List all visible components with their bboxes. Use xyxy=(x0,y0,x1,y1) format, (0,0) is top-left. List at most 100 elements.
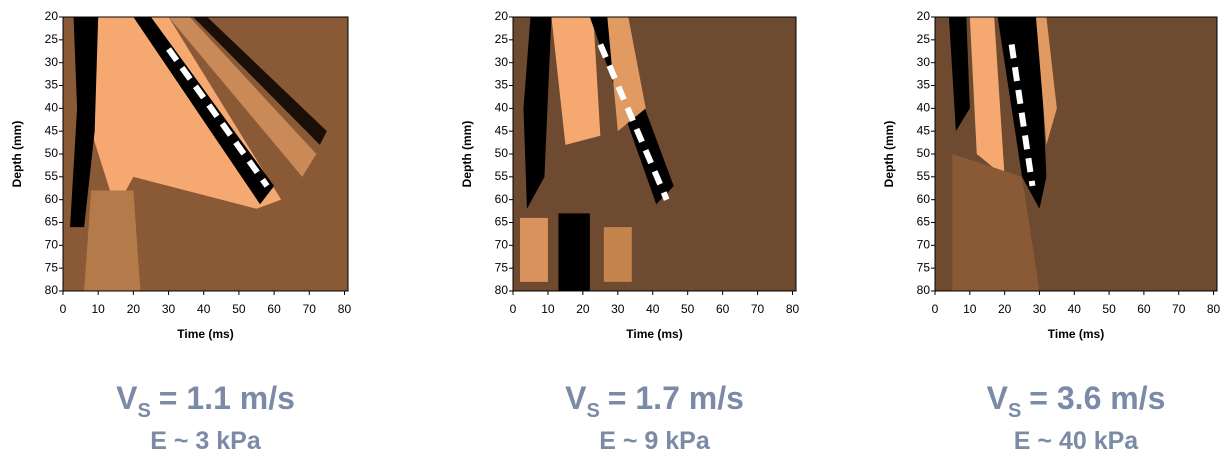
y-tick-label: 80 xyxy=(917,283,931,297)
wave-band xyxy=(1035,17,1057,145)
y-tick-label: 55 xyxy=(917,169,931,183)
velocity-subscript: S xyxy=(137,400,150,422)
x-tick-label: 30 xyxy=(162,302,176,316)
x-tick-label: 70 xyxy=(751,302,765,316)
y-tick-label: 35 xyxy=(917,78,931,92)
x-tick-label: 30 xyxy=(1033,302,1047,316)
y-tick-label: 60 xyxy=(45,192,59,206)
x-tick-label: 20 xyxy=(576,302,590,316)
y-tick-label: 30 xyxy=(917,55,931,69)
slope-line xyxy=(1008,43,1036,187)
y-tick-label: 70 xyxy=(917,238,931,252)
x-tick-label: 0 xyxy=(932,302,939,316)
y-tick-label: 55 xyxy=(495,169,509,183)
x-tick-label: 20 xyxy=(127,302,141,316)
heatmap-image xyxy=(63,17,348,291)
panel: 0 10 20 30 40 50 60 70 80 20 25 30 35 40 45 50 55 60 65 70 7… xyxy=(460,9,799,455)
wave-band xyxy=(603,227,632,282)
modulus-caption: E ~ 3 kPa xyxy=(150,427,262,455)
y-axis-label: Depth (mm) xyxy=(882,121,896,188)
y-tick-label: 75 xyxy=(45,260,59,274)
x-tick-label: 60 xyxy=(267,302,281,316)
wave-band xyxy=(558,213,590,291)
x-tick-label: 70 xyxy=(303,302,317,316)
x-tick-label: 50 xyxy=(681,302,695,316)
x-tick-label: 20 xyxy=(998,302,1012,316)
y-axis-label: Depth (mm) xyxy=(10,121,24,188)
x-tick-label: 10 xyxy=(963,302,977,316)
panel: 0 10 20 30 40 50 60 70 80 20 25 30 35 40 45 50 55 60 65 70 7… xyxy=(882,9,1220,455)
x-axis-label: Time (ms) xyxy=(177,327,233,341)
y-tick-label: 70 xyxy=(45,238,59,252)
y-tick-label: 50 xyxy=(917,146,931,160)
heatmap-image xyxy=(935,17,1217,291)
velocity-symbol: V xyxy=(987,380,1009,416)
wave-band xyxy=(168,17,317,177)
y-tick-label: 30 xyxy=(45,55,59,69)
y-tick-label: 75 xyxy=(495,260,509,274)
velocity-symbol: V xyxy=(565,380,587,416)
x-tick-label: 10 xyxy=(92,302,106,316)
y-tick-label: 35 xyxy=(495,78,509,92)
y-tick-label: 25 xyxy=(917,32,931,46)
x-tick-label: 60 xyxy=(1137,302,1151,316)
heatmap-image xyxy=(513,17,796,291)
velocity-caption: VS = 1.7 m/s xyxy=(565,380,744,422)
wave-band xyxy=(607,17,646,132)
x-axis-label: Time (ms) xyxy=(626,327,682,341)
wave-band xyxy=(133,17,275,205)
wave-band xyxy=(551,17,601,145)
y-tick-label: 65 xyxy=(917,215,931,229)
y-tick-label: 75 xyxy=(917,260,931,274)
y-tick-label: 30 xyxy=(495,55,509,69)
wave-band xyxy=(84,190,141,291)
wave-band xyxy=(952,154,1040,291)
wave-band xyxy=(948,17,970,132)
modulus-caption: E ~ 40 kPa xyxy=(1014,427,1139,455)
velocity-text: = 3.6 m/s xyxy=(1029,380,1165,416)
y-tick-label: 60 xyxy=(917,192,931,206)
wave-band xyxy=(193,17,327,145)
x-tick-label: 0 xyxy=(60,302,67,316)
y-axis-label: Depth (mm) xyxy=(460,121,474,188)
wave-band xyxy=(70,17,99,228)
velocity-symbol: V xyxy=(116,380,138,416)
x-tick-label: 50 xyxy=(232,302,246,316)
velocity-caption: VS = 3.6 m/s xyxy=(987,380,1166,422)
x-tick-label: 10 xyxy=(541,302,555,316)
x-tick-label: 80 xyxy=(1207,302,1221,316)
y-tick-label: 45 xyxy=(495,123,509,137)
velocity-subscript: S xyxy=(1008,400,1021,422)
panel: 0 10 20 30 40 50 60 70 80 20 25 30 35 40 45 50 55 60 65 70 7… xyxy=(10,9,351,455)
y-tick-label: 70 xyxy=(495,238,509,252)
y-tick-label: 55 xyxy=(45,169,59,183)
y-tick-label: 20 xyxy=(917,9,931,23)
x-tick-label: 40 xyxy=(197,302,211,316)
y-tick-label: 45 xyxy=(917,123,931,137)
y-tick-label: 50 xyxy=(495,146,509,160)
x-tick-label: 80 xyxy=(786,302,800,316)
velocity-text: = 1.1 m/s xyxy=(159,380,295,416)
y-tick-label: 20 xyxy=(495,9,509,23)
slope-line xyxy=(166,47,270,188)
y-tick-label: 80 xyxy=(495,283,509,297)
y-tick-label: 80 xyxy=(45,283,59,297)
y-tick-label: 35 xyxy=(45,78,59,92)
wave-band xyxy=(523,17,552,209)
y-tick-label: 40 xyxy=(917,101,931,115)
y-tick-label: 50 xyxy=(45,146,59,160)
x-axis-label: Time (ms) xyxy=(1048,327,1104,341)
y-tick-label: 45 xyxy=(45,123,59,137)
y-tick-label: 25 xyxy=(45,32,59,46)
x-tick-label: 40 xyxy=(1068,302,1082,316)
x-tick-label: 60 xyxy=(716,302,730,316)
x-tick-label: 30 xyxy=(611,302,625,316)
y-tick-label: 20 xyxy=(45,9,59,23)
slope-line xyxy=(597,43,670,201)
x-tick-label: 40 xyxy=(646,302,660,316)
velocity-subscript: S xyxy=(586,400,599,422)
x-tick-label: 70 xyxy=(1172,302,1186,316)
wave-band xyxy=(969,17,1005,177)
velocity-text: = 1.7 m/s xyxy=(608,380,744,416)
y-tick-label: 65 xyxy=(495,215,509,229)
